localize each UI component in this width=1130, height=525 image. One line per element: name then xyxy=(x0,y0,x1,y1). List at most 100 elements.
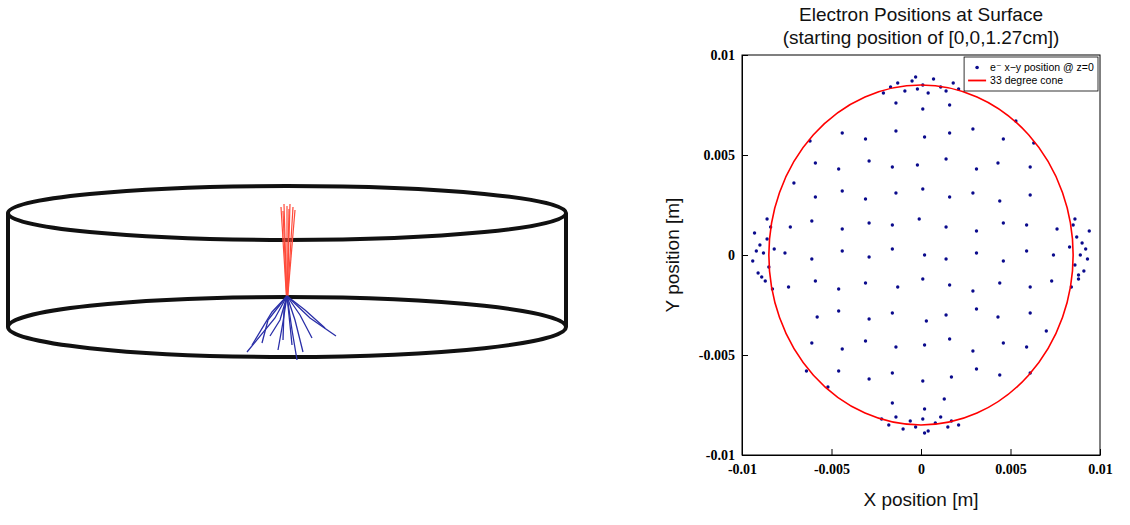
scatter-point xyxy=(810,219,813,222)
scatter-point xyxy=(894,415,897,418)
scatter-point xyxy=(971,191,974,194)
scatter-point xyxy=(765,217,768,220)
scatter-point xyxy=(773,247,776,250)
plot-frame xyxy=(742,55,1100,455)
scatter-point xyxy=(903,89,906,92)
scatter-point xyxy=(891,401,894,404)
scatter-point xyxy=(1052,253,1055,256)
scatter-point xyxy=(952,81,955,84)
track-up xyxy=(288,210,295,296)
scatter-point xyxy=(1025,249,1028,252)
scatter-point xyxy=(901,427,904,430)
track-down xyxy=(278,296,287,350)
tick-mark xyxy=(742,155,748,156)
scatter-point xyxy=(975,229,978,232)
track-up xyxy=(284,204,287,296)
legend-entry: e⁻ x−y position @ z=0 xyxy=(975,61,1094,73)
scatter-point xyxy=(753,231,756,234)
scatter-point xyxy=(864,197,867,200)
scatter-point xyxy=(894,101,897,104)
scatter-point xyxy=(762,251,765,254)
scatter-point xyxy=(841,249,844,252)
scatter-point xyxy=(837,287,840,290)
scatter-point xyxy=(867,159,870,162)
scatter-point xyxy=(864,281,867,284)
tick-label: 0 xyxy=(728,248,735,263)
scatter-point xyxy=(946,425,949,428)
scatter-point xyxy=(841,227,844,230)
scatter-point xyxy=(948,103,951,106)
scatter-point xyxy=(923,431,926,434)
tick-mark xyxy=(742,455,748,456)
scatter-point xyxy=(841,189,844,192)
scatter-point xyxy=(923,253,926,256)
tick-label: 0.005 xyxy=(995,462,1027,477)
scatter-point xyxy=(975,251,978,254)
scatter-point xyxy=(894,129,897,132)
scatter-point xyxy=(921,187,924,190)
scatter-point xyxy=(1079,253,1082,256)
tick-label: -0.005 xyxy=(699,348,735,363)
scatter-point xyxy=(814,161,817,164)
scatter-point xyxy=(921,277,924,280)
scatter-point xyxy=(1077,273,1080,276)
axis-line xyxy=(743,455,1101,456)
cylinder-bottom xyxy=(8,297,566,357)
scatter-point xyxy=(925,319,928,322)
tick-mark xyxy=(1011,449,1012,455)
scatter-point xyxy=(948,283,951,286)
scatter-point xyxy=(867,255,870,258)
tick: 0.005 xyxy=(995,449,1027,477)
tick-label: -0.01 xyxy=(706,448,735,463)
scatter-point xyxy=(916,87,919,90)
cylinder-diagram xyxy=(8,186,566,360)
scatter-point xyxy=(814,195,817,198)
tick: -0.01 xyxy=(706,448,748,463)
scatter-point xyxy=(792,181,795,184)
scatter-point xyxy=(944,89,947,92)
scatter-point xyxy=(1028,193,1031,196)
legend-label: e⁻ x−y position @ z=0 xyxy=(990,61,1094,73)
scatter-point xyxy=(1071,223,1074,226)
scatter-point xyxy=(932,77,935,80)
scatter-point xyxy=(1025,345,1028,348)
track-up xyxy=(287,209,289,296)
x-axis: -0.01-0.00500.0050.01 xyxy=(728,449,1113,477)
track-down xyxy=(262,296,287,343)
legend-symbol xyxy=(975,66,979,70)
scatter-point xyxy=(783,251,786,254)
scatter-point xyxy=(944,225,947,228)
scatter-point xyxy=(891,311,894,314)
tick-mark xyxy=(921,449,922,455)
scatter-point xyxy=(996,161,999,164)
scatter-point xyxy=(1055,227,1058,230)
scatter-point xyxy=(814,279,817,282)
legend-label: 33 degree cone xyxy=(990,74,1063,86)
tick: 0.01 xyxy=(711,48,749,63)
scatter-point xyxy=(1050,279,1053,282)
scatter-point xyxy=(921,379,924,382)
scatter-point xyxy=(891,247,894,250)
scatter-point xyxy=(1002,259,1005,262)
scatter-point xyxy=(882,91,885,94)
scatter-point xyxy=(1028,311,1031,314)
scatter-point xyxy=(944,257,947,260)
scatter-point xyxy=(1068,245,1071,248)
scatter-point xyxy=(1073,217,1076,220)
scatter-point xyxy=(909,419,912,422)
scatter-point xyxy=(837,167,840,170)
scatter-point xyxy=(916,163,919,166)
tick-mark xyxy=(742,55,748,56)
scatter-point xyxy=(894,345,897,348)
scatter-point xyxy=(975,167,978,170)
scatter-points xyxy=(751,75,1091,434)
y-axis-title: Y position [m] xyxy=(662,198,683,313)
scatter-point xyxy=(864,137,867,140)
scatter-point xyxy=(926,429,929,432)
scatter-point xyxy=(789,225,792,228)
scatter-point xyxy=(957,423,960,426)
scatter-point xyxy=(1075,235,1078,238)
scatter-point xyxy=(1084,247,1087,250)
scatter-point xyxy=(841,131,844,134)
tick: -0.005 xyxy=(814,449,850,477)
